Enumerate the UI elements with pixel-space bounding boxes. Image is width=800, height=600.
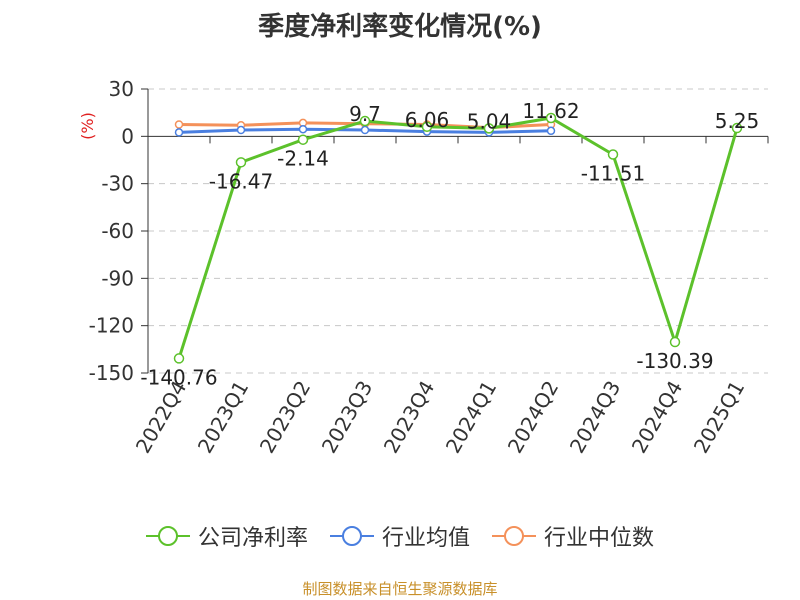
data-label: 6.06 [405,108,450,132]
series-point-0 [731,122,743,134]
data-label: 5.25 [715,109,760,133]
series-point-1 [546,126,556,136]
series-point-0 [173,353,185,364]
x-tick-label: 2024Q2 [503,377,563,458]
x-tick-label: 2024Q1 [441,377,501,458]
series-point-0 [421,121,433,133]
data-label: -2.14 [277,147,329,171]
legend-item-company[interactable]: 公司净利率 [145,520,308,552]
y-tick-label: -60 [101,219,134,243]
series-point-1 [174,128,184,137]
legend-label-industry-median: 行业中位数 [544,526,655,551]
data-label: -11.51 [581,161,645,185]
x-tick-label: 2023Q4 [379,377,439,458]
y-tick-label: -30 [101,172,134,196]
legend-item-industry-mean[interactable]: 行业均值 [329,520,470,552]
legend-marker-industry-mean [329,526,374,546]
y-tick-label: -120 [89,314,134,338]
data-label: 9.7 [349,102,381,126]
series-point-0 [545,112,557,124]
series-line-0 [177,116,739,359]
series-point-0 [483,123,495,134]
series-point-0 [669,336,681,348]
legend: 公司净利率 行业均值 行业中位数 [0,518,800,554]
x-tick-label: 2025Q1 [689,377,749,458]
y-axis-label: (%) [78,112,97,140]
x-tick-label: 2024Q4 [627,377,687,458]
legend-label-industry-mean: 行业均值 [381,526,470,551]
data-label: -16.47 [209,169,273,193]
series-point-2 [174,120,184,129]
series-point-0 [359,115,371,127]
series-point-0 [607,149,619,160]
series-point-1 [236,125,246,135]
series-point-0 [235,157,247,168]
legend-marker-industry-median [492,526,536,546]
data-label: 5.04 [467,109,512,133]
data-label: -140.76 [140,365,217,389]
series-point-0 [297,134,309,145]
legend-marker-company [145,526,190,546]
y-tick-label: 0 [121,124,134,148]
y-tick-label: -150 [89,361,134,385]
data-label: 11.62 [522,99,579,123]
data-label: -130.39 [636,349,713,373]
legend-label-company: 公司净利率 [197,526,308,551]
x-tick-label: 2023Q3 [317,377,377,458]
legend-item-industry-median[interactable]: 行业中位数 [492,520,654,552]
chart-title: 季度净利率变化情况(%) [258,12,542,42]
series-point-1 [298,124,308,134]
x-tick-label: 2024Q3 [565,377,625,458]
source-footer: 制图数据来自恒生聚源数据库 [302,580,498,598]
x-tick-label: 2023Q2 [255,377,315,458]
y-tick-label: -90 [101,266,134,290]
y-tick-label: 30 [109,77,134,101]
series-point-1 [360,125,370,135]
